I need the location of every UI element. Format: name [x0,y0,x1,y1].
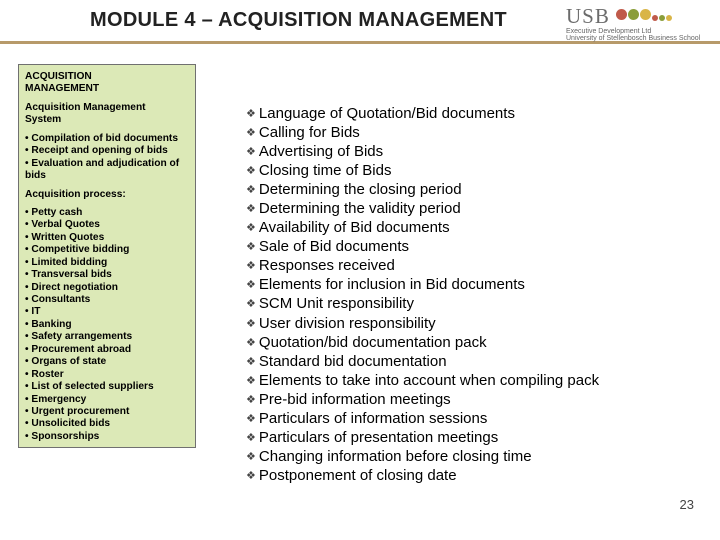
list-item: Safety arrangements [25,331,189,343]
list-item: Particulars of presentation meetings [246,428,686,447]
list-item: Language of Quotation/Bid documents [246,104,686,123]
page-number: 23 [680,497,694,512]
main-content: Language of Quotation/Bid documentsCalli… [246,104,686,485]
list-item: Limited bidding [25,257,189,269]
list-item: Changing information before closing time [246,447,686,466]
list-item: Sale of Bid documents [246,237,686,256]
list-item: Particulars of information sessions [246,409,686,428]
usb-logo: USB Executive Development Ltd University… [566,4,706,48]
list-item: Direct negotiation [25,282,189,294]
list-item: Quotation/bid documentation pack [246,333,686,352]
logo-dots-icon [615,9,672,20]
list-item: Elements for inclusion in Bid documents [246,275,686,294]
list-item: Urgent procurement [25,406,189,418]
sidebar-list-1: Compilation of bid documentsReceipt and … [25,133,189,183]
list-item: Determining the closing period [246,180,686,199]
list-item: Evaluation and adjudication of bids [25,158,189,183]
list-item: Determining the validity period [246,199,686,218]
list-item: Standard bid documentation [246,352,686,371]
list-item: Unsolicited bids [25,418,189,430]
sidebar-list-2: Petty cashVerbal QuotesWritten QuotesCom… [25,207,189,443]
list-item: Pre-bid information meetings [246,390,686,409]
list-item: IT [25,306,189,318]
list-item: User division responsibility [246,314,686,333]
list-item: Written Quotes [25,232,189,244]
list-item: Closing time of Bids [246,161,686,180]
main-bullet-list: Language of Quotation/Bid documentsCalli… [246,104,686,485]
list-item: List of selected suppliers [25,381,189,393]
sidebar-panel: ACQUISITION MANAGEMENT Acquisition Manag… [18,64,196,448]
list-item: Organs of state [25,356,189,368]
list-item: Verbal Quotes [25,219,189,231]
list-item: SCM Unit responsibility [246,294,686,313]
list-item: Procurement abroad [25,344,189,356]
list-item: Calling for Bids [246,123,686,142]
list-item: Competitive bidding [25,244,189,256]
list-item: Transversal bids [25,269,189,281]
list-item: Sponsorships [25,431,189,443]
list-item: Petty cash [25,207,189,219]
logo-subline-2: University of Stellenbosch Business Scho… [566,35,706,43]
sidebar-heading: ACQUISITION MANAGEMENT [25,71,189,96]
list-item: Postponement of closing date [246,466,686,485]
slide-title: MODULE 4 – ACQUISITION MANAGEMENT [0,9,507,32]
list-item: Banking [25,319,189,331]
list-item: Availability of Bid documents [246,218,686,237]
sidebar-subheading-2: Acquisition process: [25,189,189,201]
list-item: Compilation of bid documents [25,133,189,145]
list-item: Receipt and opening of bids [25,145,189,157]
list-item: Responses received [246,256,686,275]
sidebar-subheading-1: Acquisition Management System [25,102,189,127]
list-item: Emergency [25,394,189,406]
list-item: Elements to take into account when compi… [246,371,686,390]
list-item: Advertising of Bids [246,142,686,161]
logo-usb-text: USB [566,4,610,28]
list-item: Consultants [25,294,189,306]
list-item: Roster [25,369,189,381]
